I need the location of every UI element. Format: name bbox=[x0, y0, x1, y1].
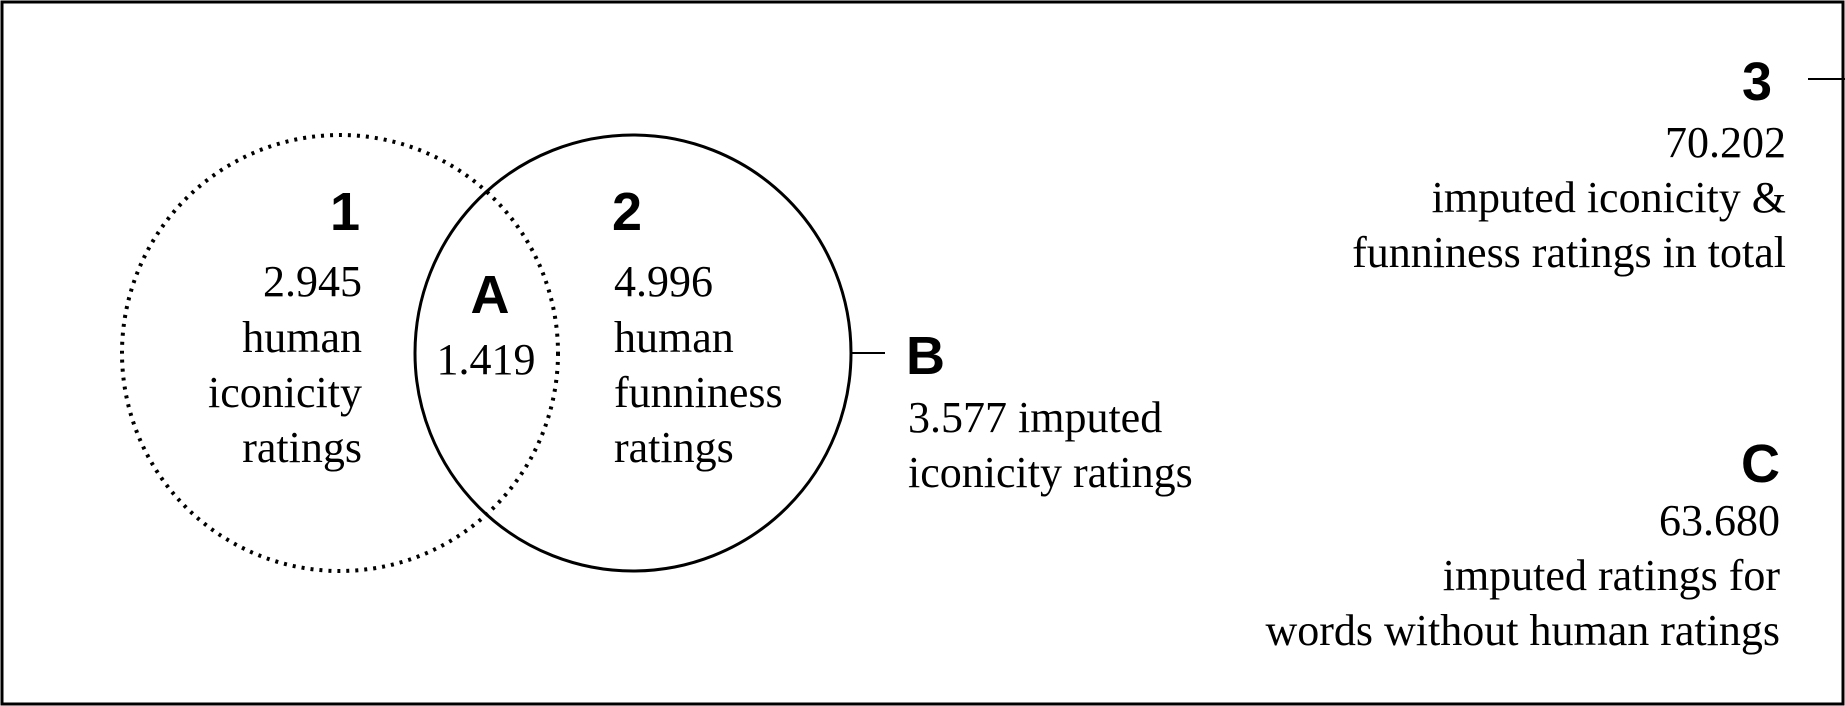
region-1-label: 1 bbox=[330, 182, 360, 242]
region-c-line-1: imputed ratings for bbox=[1443, 551, 1781, 600]
region-2-count: 4.996 bbox=[614, 257, 713, 306]
region-2-line-1: human bbox=[614, 313, 734, 362]
region-c-count: 63.680 bbox=[1659, 496, 1780, 545]
region-a-count: 1.419 bbox=[437, 335, 536, 384]
region-1-line-1: human bbox=[242, 313, 362, 362]
region-1-line-2: iconicity bbox=[208, 368, 362, 417]
region-2-line-3: ratings bbox=[614, 423, 734, 472]
iconicity-circle bbox=[120, 133, 560, 573]
region-1-line-3: ratings bbox=[242, 423, 362, 472]
region-c-line-2: words without human ratings bbox=[1265, 606, 1780, 655]
region-b-label: B bbox=[906, 326, 945, 386]
region-3-line-1: imputed iconicity & bbox=[1432, 173, 1786, 222]
region-a-label: A bbox=[471, 265, 510, 325]
region-3-line-2: funniness ratings in total bbox=[1352, 228, 1786, 277]
region-3-count: 70.202 bbox=[1665, 118, 1786, 167]
region-3-label: 3 bbox=[1742, 52, 1772, 112]
region-2-line-2: funniness bbox=[614, 368, 783, 417]
region-b-line-2: iconicity ratings bbox=[908, 448, 1193, 497]
region-c-label: C bbox=[1741, 434, 1780, 494]
region-2-label: 2 bbox=[612, 182, 642, 242]
region-1-count: 2.945 bbox=[263, 257, 362, 306]
region-b-line-1: 3.577 imputed bbox=[908, 393, 1162, 442]
